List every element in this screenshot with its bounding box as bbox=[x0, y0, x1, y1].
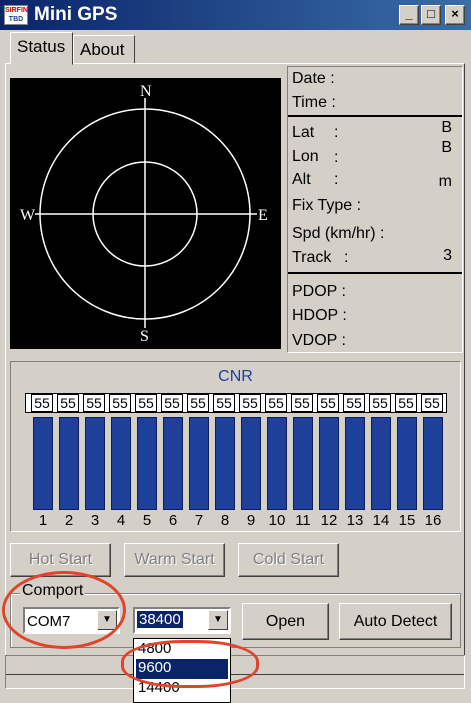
annotation-circle-comport bbox=[2, 571, 126, 649]
cnr-value: 55 bbox=[239, 394, 261, 412]
channel-number: 11 bbox=[295, 512, 311, 529]
lat-label: Lat bbox=[292, 124, 315, 141]
cnr-bar bbox=[137, 417, 157, 510]
cnr-value: 55 bbox=[57, 394, 79, 412]
cnr-bar bbox=[163, 417, 183, 510]
lon-colon: : bbox=[334, 149, 339, 166]
cnr-value: 55 bbox=[395, 394, 417, 412]
cnr-bar bbox=[241, 417, 261, 510]
cnr-value: 55 bbox=[291, 394, 313, 412]
hdop-label: HDOP : bbox=[292, 307, 347, 324]
annotation-circle-9600 bbox=[121, 640, 259, 688]
auto-detect-button[interactable]: Auto Detect bbox=[339, 603, 452, 640]
channel-number: 4 bbox=[116, 512, 126, 529]
info-divider bbox=[288, 115, 462, 117]
warm-start-button[interactable]: Warm Start bbox=[124, 543, 225, 577]
cnr-value-row: 55 55 55 55 55 55 55 55 55 55 55 55 55 5… bbox=[25, 393, 447, 413]
cnr-bar bbox=[293, 417, 313, 510]
lat-value: B bbox=[441, 119, 452, 136]
track-value: 3 bbox=[443, 247, 452, 264]
track-colon: : bbox=[344, 249, 349, 266]
cold-start-button[interactable]: Cold Start bbox=[238, 543, 339, 577]
track-label: Track bbox=[292, 249, 332, 266]
channel-number: 16 bbox=[424, 512, 442, 529]
cnr-value: 55 bbox=[213, 394, 235, 412]
maximize-button[interactable]: □ bbox=[421, 5, 441, 25]
cnr-value: 55 bbox=[421, 394, 443, 412]
compass-west: W bbox=[20, 207, 36, 224]
compass-east: E bbox=[258, 207, 268, 224]
cnr-bar bbox=[189, 417, 209, 510]
tab-about[interactable]: About bbox=[73, 35, 135, 64]
channel-number: 3 bbox=[90, 512, 100, 529]
alt-value: m bbox=[438, 173, 452, 190]
channel-number: 7 bbox=[194, 512, 204, 529]
gps-info-panel: Date : Time : Lat : B Lon : B Alt : m Fi… bbox=[287, 66, 463, 353]
cnr-bar bbox=[371, 417, 391, 510]
cnr-value: 55 bbox=[109, 394, 131, 412]
time-label: Time : bbox=[292, 94, 336, 111]
channel-number: 9 bbox=[246, 512, 256, 529]
channel-number: 6 bbox=[168, 512, 178, 529]
close-button[interactable]: × bbox=[445, 5, 465, 25]
cnr-value: 55 bbox=[317, 394, 339, 412]
cnr-bar bbox=[423, 417, 443, 510]
channel-number: 5 bbox=[142, 512, 152, 529]
app-icon-text-top: SIRFIN bbox=[5, 7, 28, 14]
minimize-button[interactable]: _ bbox=[399, 5, 419, 25]
cnr-value: 55 bbox=[135, 394, 157, 412]
lon-value: B bbox=[441, 139, 452, 156]
chevron-down-icon[interactable]: ▼ bbox=[208, 610, 228, 630]
cnr-value: 55 bbox=[31, 394, 53, 412]
cnr-value: 55 bbox=[83, 394, 105, 412]
cnr-title: CNR bbox=[218, 368, 253, 385]
channel-number: 2 bbox=[64, 512, 74, 529]
cnr-value: 55 bbox=[343, 394, 365, 412]
channel-number: 13 bbox=[346, 512, 364, 529]
channel-number: 10 bbox=[268, 512, 286, 529]
cnr-bar bbox=[319, 417, 339, 510]
title-bar[interactable]: SIRFIN TBD Mini GPS _ □ × bbox=[0, 0, 471, 30]
baud-option[interactable]: 19200 bbox=[136, 699, 228, 702]
cnr-value: 55 bbox=[161, 394, 183, 412]
cnr-bar bbox=[111, 417, 131, 510]
app-icon-text-bottom: TBD bbox=[8, 16, 24, 23]
open-button[interactable]: Open bbox=[242, 603, 329, 640]
alt-colon: : bbox=[334, 171, 339, 188]
vdop-label: VDOP : bbox=[292, 332, 346, 349]
app-icon: SIRFIN TBD bbox=[4, 5, 28, 25]
cnr-bar bbox=[33, 417, 53, 510]
cnr-bar bbox=[345, 417, 365, 510]
pdop-label: PDOP : bbox=[292, 283, 346, 300]
alt-label: Alt bbox=[292, 171, 311, 188]
cnr-bar bbox=[59, 417, 79, 510]
cnr-bar bbox=[215, 417, 235, 510]
sky-view-graphic: N S E W bbox=[20, 83, 268, 345]
baud-rate-value: 38400 bbox=[137, 611, 183, 628]
baud-rate-select[interactable]: 38400 ▼ bbox=[133, 607, 231, 634]
speed-label: Spd (km/hr) : bbox=[292, 225, 385, 242]
channel-number: 15 bbox=[398, 512, 416, 529]
channel-number: 8 bbox=[220, 512, 230, 529]
cnr-value: 55 bbox=[265, 394, 287, 412]
date-label: Date : bbox=[292, 70, 335, 87]
satellite-sky-view: N S E W bbox=[10, 78, 281, 349]
channel-number: 12 bbox=[320, 512, 338, 529]
channel-number: 1 bbox=[38, 512, 48, 529]
cnr-bar bbox=[397, 417, 417, 510]
cnr-bar bbox=[85, 417, 105, 510]
cnr-value: 55 bbox=[187, 394, 209, 412]
fix-type-label: Fix Type : bbox=[292, 197, 362, 214]
tab-status[interactable]: Status bbox=[10, 32, 73, 65]
lat-colon: : bbox=[334, 124, 339, 141]
lon-label: Lon bbox=[292, 148, 319, 165]
info-divider bbox=[288, 272, 462, 274]
cnr-bar bbox=[267, 417, 287, 510]
channel-number: 14 bbox=[372, 512, 390, 529]
cnr-value: 55 bbox=[369, 394, 391, 412]
cnr-panel: CNR 55 55 55 55 55 55 55 55 55 55 55 55 … bbox=[10, 361, 461, 532]
window-title: Mini GPS bbox=[34, 4, 118, 25]
compass-south: S bbox=[140, 328, 149, 345]
compass-north: N bbox=[140, 83, 152, 100]
